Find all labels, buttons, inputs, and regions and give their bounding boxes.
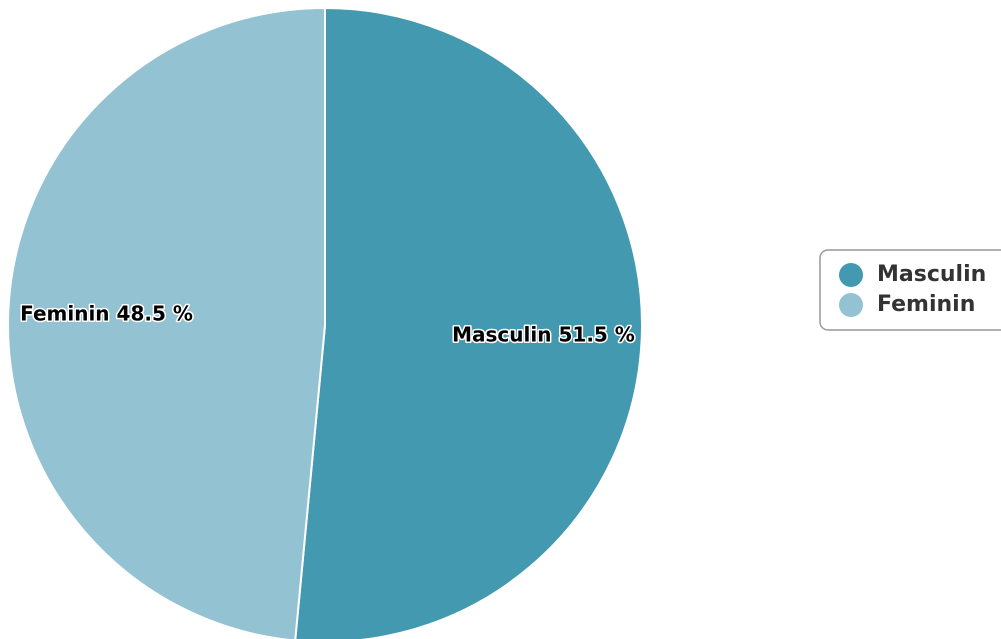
data-label: Feminin 48.5 % (20, 301, 193, 325)
legend-label: Masculin (877, 262, 986, 287)
pie-slice (7, 6, 326, 639)
label-name: Masculin (452, 322, 551, 346)
pie-slice (294, 6, 644, 639)
legend-marker (839, 293, 863, 317)
legend-box (819, 249, 1001, 331)
data-label: Masculin 51.5 % (452, 322, 635, 346)
legend-label: Feminin (877, 292, 975, 317)
label-value: 48.5 % (117, 301, 193, 325)
label-name: Feminin (20, 301, 109, 325)
legend-marker (839, 263, 863, 287)
label-value: 51.5 % (558, 322, 634, 346)
